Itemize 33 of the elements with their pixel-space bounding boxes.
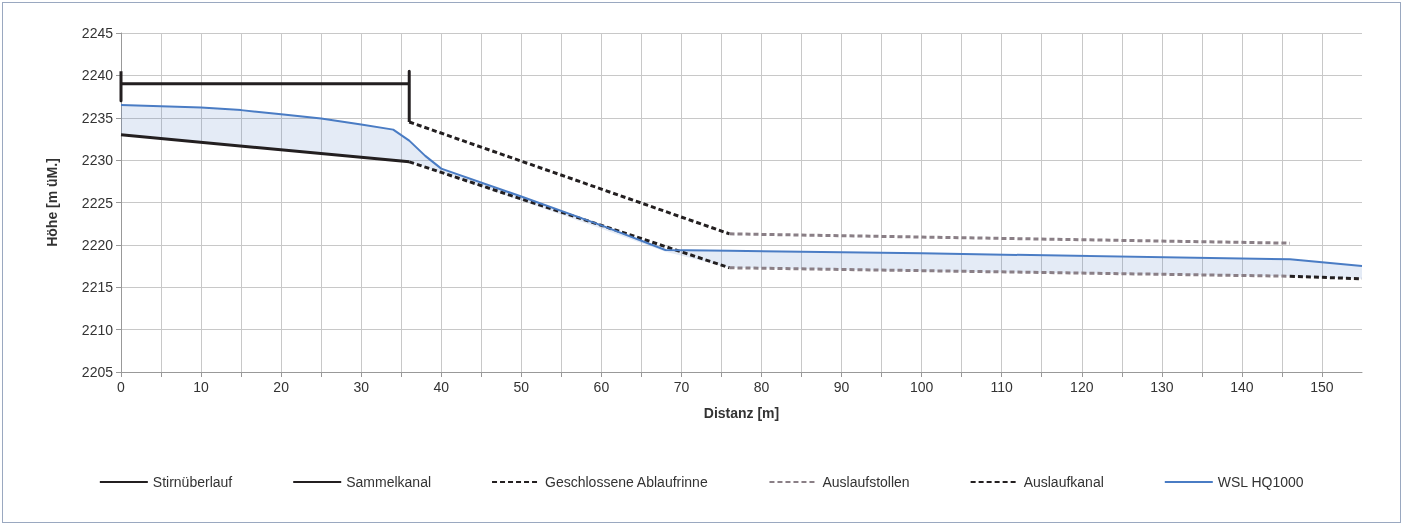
x-tick-label: 140 (1230, 379, 1254, 395)
y-tick-label: 2220 (81, 236, 114, 253)
legend-label: Stirnüberlauf (152, 474, 233, 490)
y-tick-label: 2210 (81, 321, 114, 338)
legend-label: WSL HQ1000 (1217, 474, 1304, 490)
x-tick-label: 110 (990, 379, 1014, 395)
x-tick-label: 0 (117, 379, 126, 395)
x-axis-title: Distanz [m] (703, 405, 780, 421)
x-tick-label: 60 (593, 379, 610, 395)
legend-label: Geschlossene Ablaufrinne (545, 474, 708, 490)
y-tick-label: 2215 (81, 279, 114, 296)
x-tick-label: 130 (1150, 379, 1174, 395)
x-tick-label: 10 (193, 379, 210, 395)
y-axis-title: Höhe [m üM.] (44, 158, 60, 247)
x-tick-label: 120 (1070, 379, 1094, 395)
y-tick-label: 2245 (81, 25, 114, 41)
y-tick-label: 2205 (81, 364, 114, 380)
x-tick-label: 90 (833, 379, 850, 395)
y-tick-label: 2235 (81, 109, 114, 126)
y-tick-label: 2240 (81, 67, 114, 84)
legend-label: Sammelkanal (346, 474, 432, 490)
x-tick-label: 50 (513, 379, 530, 395)
x-tick-label: 40 (433, 379, 450, 395)
x-tick-label: 100 (909, 379, 934, 395)
x-tick-label: 20 (273, 379, 290, 395)
x-tick-label: 70 (673, 379, 690, 395)
x-tick-label: 30 (353, 379, 370, 395)
legend-label: Auslaufstollen (822, 474, 910, 490)
y-tick-label: 2225 (81, 194, 114, 211)
x-tick-label: 150 (1310, 379, 1334, 395)
x-tick-label: 80 (753, 379, 770, 395)
legend-label: Auslaufkanal (1023, 474, 1104, 490)
y-tick-label: 2230 (81, 152, 114, 169)
